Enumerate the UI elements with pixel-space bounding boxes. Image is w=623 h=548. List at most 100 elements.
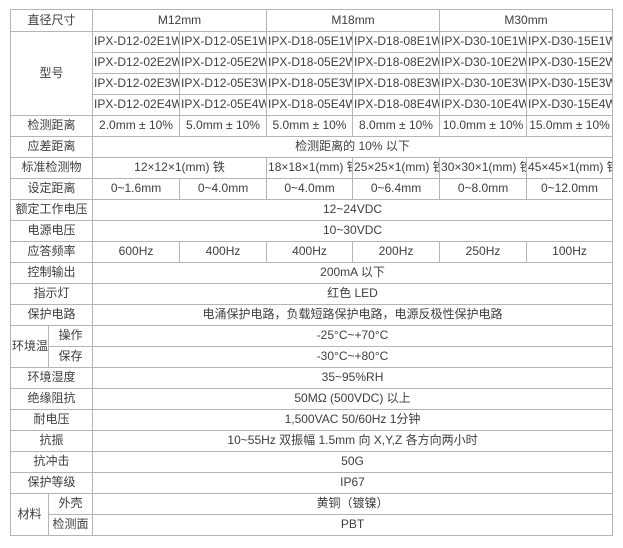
response-frequency-value-cell: 200Hz bbox=[352, 241, 441, 263]
ambient-humidity-value-cell: 35~95%RH bbox=[92, 367, 614, 389]
supply-voltage-label: 电源电压 bbox=[9, 220, 94, 242]
rated-voltage-value-cell: 12~24VDC bbox=[92, 199, 614, 221]
setting-distance-value-cell: 0~12.0mm bbox=[526, 178, 614, 200]
supply-voltage-value-cell: 10~30VDC bbox=[92, 220, 614, 242]
model-number-cell: IPX-D30-15E4WN bbox=[526, 94, 614, 116]
shock-value-cell: 50G bbox=[92, 451, 614, 473]
standard-object-value-cell: 25×25×1(mm) 铁 bbox=[352, 157, 441, 179]
table-row-models-4: IPX-D12-02E4W IPX-D12-05E4WN IPX-D18-05E… bbox=[11, 94, 614, 116]
sensing-distance-value-cell: 15.0mm ± 10% bbox=[526, 115, 614, 137]
model-number-cell: IPX-D30-15E1WN bbox=[526, 31, 614, 53]
protection-circuit-value-cell: 电涌保护电路，负载短路保护电路，电源反极性保护电路 bbox=[92, 304, 614, 326]
setting-distance-value-cell: 0~4.0mm bbox=[266, 178, 354, 200]
model-number-cell: IPX-D18-05E1W bbox=[266, 31, 354, 53]
response-frequency-value-cell: 400Hz bbox=[266, 241, 354, 263]
column-group-m30: M30mm bbox=[439, 9, 614, 32]
control-output-value-cell: 200mA 以下 bbox=[92, 262, 614, 284]
model-number-cell: IPX-D12-05E1WN bbox=[179, 31, 268, 53]
table-row-standard-object: 标准检测物 12×12×1(mm) 铁 18×18×1(mm) 铁 25×25×… bbox=[9, 157, 614, 179]
control-output-label: 控制输出 bbox=[9, 262, 94, 284]
protection-circuit-label: 保护电路 bbox=[9, 304, 94, 326]
standard-object-value-cell: 18×18×1(mm) 铁 bbox=[266, 157, 354, 179]
table-row-material-shell: 材料 外壳 黄铜（镀镍） bbox=[10, 493, 614, 536]
model-number-cell: IPX-D30-15E3WN bbox=[526, 73, 614, 95]
material-shell-value-cell: 黄铜（镀镍） bbox=[92, 493, 614, 515]
table-row-temperature-storage: 保存 -30°C~+80°C bbox=[11, 346, 614, 368]
setting-distance-value-cell: 0~6.4mm bbox=[352, 178, 441, 200]
rated-voltage-label: 额定工作电压 bbox=[9, 199, 94, 221]
setting-distance-label: 设定距离 bbox=[9, 178, 94, 200]
spec-table: 直径尺寸 M12mm M18mm M30mm 型号 IPX-D12-02E1W … bbox=[9, 9, 614, 536]
hysteresis-label: 应差距离 bbox=[9, 136, 94, 158]
setting-distance-value-cell: 0~8.0mm bbox=[439, 178, 528, 200]
model-number-cell: IPX-D12-05E4WN bbox=[179, 94, 268, 116]
ambient-humidity-label: 环境湿度 bbox=[9, 367, 94, 389]
model-number-cell: IPX-D12-05E2WN bbox=[179, 52, 268, 74]
column-group-m18: M18mm bbox=[266, 9, 441, 32]
insulation-resistance-value-cell: 50MΩ (500VDC) 以上 bbox=[92, 388, 614, 410]
response-frequency-value-cell: 400Hz bbox=[179, 241, 268, 263]
table-row-shock: 抗冲击 50G bbox=[9, 451, 614, 473]
response-frequency-value-cell: 600Hz bbox=[92, 241, 181, 263]
table-row-protection-rating: 保护等级 IP67 bbox=[9, 472, 614, 494]
model-number-cell: IPX-D30-10E1W bbox=[439, 31, 528, 53]
response-frequency-label: 应答频率 bbox=[9, 241, 94, 263]
setting-distance-value-cell: 0~4.0mm bbox=[179, 178, 268, 200]
model-number-cell: IPX-D12-02E4W bbox=[92, 94, 181, 116]
table-row-models-1: 型号 IPX-D12-02E1W IPX-D12-05E1WN IPX-D18-… bbox=[9, 31, 614, 116]
model-number-cell: IPX-D12-02E2W bbox=[92, 52, 181, 74]
model-number-cell: IPX-D18-08E2WN bbox=[352, 52, 441, 74]
material-shell-label: 外壳 bbox=[47, 493, 94, 515]
vibration-label: 抗振 bbox=[9, 430, 94, 452]
model-number-cell: IPX-D18-05E2W bbox=[266, 52, 354, 74]
shock-label: 抗冲击 bbox=[9, 451, 94, 473]
response-frequency-value-cell: 250Hz bbox=[439, 241, 528, 263]
sensing-distance-label: 检测距离 bbox=[9, 115, 94, 137]
table-row-protection-circuit: 保护电路 电涌保护电路，负载短路保护电路，电源反极性保护电路 bbox=[9, 304, 614, 326]
indicator-label: 指示灯 bbox=[9, 283, 94, 305]
table-row-vibration: 抗振 10~55Hz 双振幅 1.5mm 向 X,Y,Z 各方向两小时 bbox=[9, 430, 614, 452]
sensing-distance-value-cell: 2.0mm ± 10% bbox=[92, 115, 181, 137]
model-number-cell: IPX-D30-10E4W bbox=[439, 94, 528, 116]
table-row-humidity: 环境湿度 35~95%RH bbox=[9, 367, 614, 389]
material-sensing-face-label: 检测面 bbox=[47, 514, 94, 536]
model-number-cell: IPX-D30-10E3W bbox=[439, 73, 528, 95]
material-sensing-face-value-cell: PBT bbox=[92, 514, 614, 536]
standard-object-label: 标准检测物 bbox=[9, 157, 94, 179]
sensing-distance-value-cell: 10.0mm ± 10% bbox=[439, 115, 528, 137]
model-number-cell: IPX-D18-08E3WN bbox=[352, 73, 441, 95]
model-number-cell: IPX-D18-05E3W bbox=[266, 73, 354, 95]
table-row-setting-distance: 设定距离 0~1.6mm 0~4.0mm 0~4.0mm 0~6.4mm 0~8… bbox=[9, 178, 614, 200]
model-number-cell: IPX-D12-05E3WN bbox=[179, 73, 268, 95]
diameter-size-label: 直径尺寸 bbox=[9, 9, 94, 32]
table-row-hysteresis: 应差距离 检测距离的 10% 以下 bbox=[9, 136, 614, 158]
protection-rating-label: 保护等级 bbox=[9, 472, 94, 494]
standard-object-value-cell: 12×12×1(mm) 铁 bbox=[92, 157, 268, 179]
table-row-rated-voltage: 额定工作电压 12~24VDC bbox=[9, 199, 614, 221]
model-number-cell: IPX-D30-10E2W bbox=[439, 52, 528, 74]
table-row-response-frequency: 应答频率 600Hz 400Hz 400Hz 200Hz 250Hz 100Hz bbox=[9, 241, 614, 263]
temperature-storage-value-cell: -30°C~+80°C bbox=[92, 346, 614, 368]
table-row-models-2: IPX-D12-02E2W IPX-D12-05E2WN IPX-D18-05E… bbox=[11, 52, 614, 74]
table-row-material-sensing-face: 检测面 PBT bbox=[11, 514, 614, 536]
temperature-storage-label: 保存 bbox=[47, 346, 94, 368]
table-row-control-output: 控制输出 200mA 以下 bbox=[9, 262, 614, 284]
standard-object-value-cell: 30×30×1(mm) 铁 bbox=[439, 157, 528, 179]
ambient-temperature-label: 环境温度 bbox=[10, 325, 49, 368]
column-group-m12: M12mm bbox=[92, 9, 268, 32]
dielectric-strength-value-cell: 1,500VAC 50/60Hz 1分钟 bbox=[92, 409, 614, 431]
vibration-value-cell: 10~55Hz 双振幅 1.5mm 向 X,Y,Z 各方向两小时 bbox=[92, 430, 614, 452]
table-row-diameter: 直径尺寸 M12mm M18mm M30mm bbox=[9, 9, 614, 32]
model-number-cell: IPX-D12-02E1W bbox=[92, 31, 181, 53]
temperature-operating-value-cell: -25°C~+70°C bbox=[92, 325, 614, 347]
temperature-operating-label: 操作 bbox=[47, 325, 94, 347]
sensing-distance-value-cell: 5.0mm ± 10% bbox=[266, 115, 354, 137]
table-row-insulation-resistance: 绝缘阻抗 50MΩ (500VDC) 以上 bbox=[9, 388, 614, 410]
table-row-dielectric-strength: 耐电压 1,500VAC 50/60Hz 1分钟 bbox=[9, 409, 614, 431]
table-row-models-3: IPX-D12-02E3W IPX-D12-05E3WN IPX-D18-05E… bbox=[11, 73, 614, 95]
model-number-cell: IPX-D18-08E1WN bbox=[352, 31, 441, 53]
table-row-sensing-distance: 检测距离 2.0mm ± 10% 5.0mm ± 10% 5.0mm ± 10%… bbox=[9, 115, 614, 137]
model-number-cell: IPX-D18-08E4WN bbox=[352, 94, 441, 116]
spec-sheet: 直径尺寸 M12mm M18mm M30mm 型号 IPX-D12-02E1W … bbox=[9, 9, 614, 536]
table-row-indicator: 指示灯 红色 LED bbox=[9, 283, 614, 305]
